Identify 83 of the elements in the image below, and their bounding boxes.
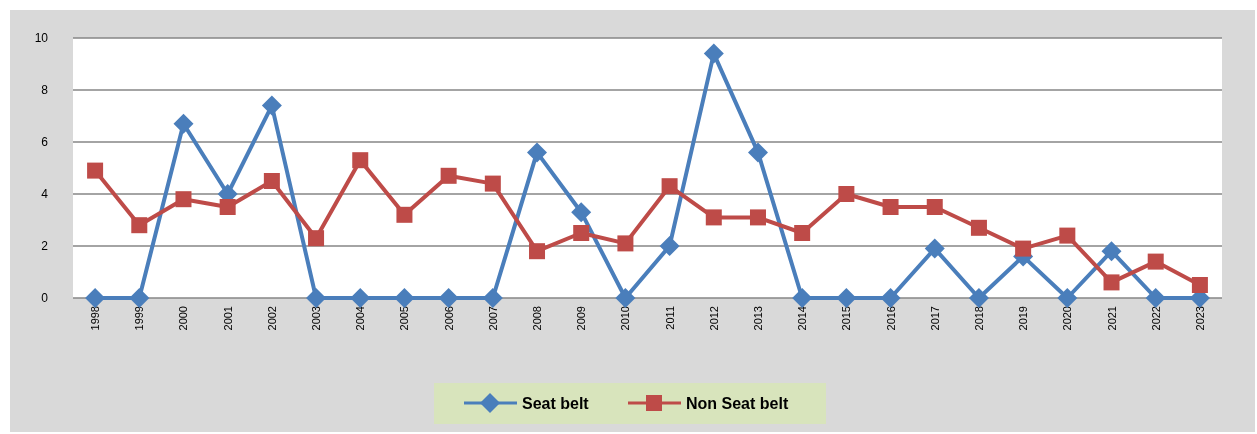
x-tick-label: 2017	[928, 306, 941, 331]
point	[747, 142, 768, 163]
point	[970, 219, 987, 236]
x-tick-label: 2018	[972, 306, 985, 331]
point	[1057, 288, 1078, 308]
x-tick-label: 2010	[619, 306, 632, 331]
point	[175, 191, 192, 208]
point	[749, 209, 766, 226]
y-tick-label: 0	[41, 291, 49, 306]
point	[661, 178, 678, 195]
point	[263, 173, 280, 189]
point	[1147, 253, 1164, 270]
point	[1015, 240, 1032, 257]
point	[1103, 274, 1120, 291]
x-tick-label: 2009	[575, 306, 588, 331]
point	[792, 288, 813, 308]
point	[306, 288, 327, 308]
point	[85, 288, 106, 308]
x-tick-label: 2023	[1193, 306, 1206, 331]
y-tick-label: 2	[41, 239, 49, 254]
x-tick-label: 2016	[884, 306, 897, 331]
y-tick-label: 4	[41, 187, 49, 202]
point	[482, 288, 503, 308]
point	[394, 288, 415, 308]
x-tick-label: 2011	[663, 306, 676, 330]
point	[968, 288, 989, 308]
x-tick-label: 2006	[442, 306, 455, 331]
legend-label: Seat belt	[522, 394, 590, 412]
point	[87, 162, 104, 179]
point	[440, 167, 457, 184]
point	[571, 202, 592, 223]
point	[882, 199, 899, 215]
point	[131, 217, 148, 234]
x-tick-label: 2003	[310, 306, 323, 331]
point	[438, 288, 459, 308]
x-tick-label: 2001	[221, 306, 234, 331]
x-tick-label: 2021	[1105, 306, 1118, 331]
point	[1191, 277, 1208, 293]
point	[703, 43, 724, 64]
y-tick-label: 6	[41, 135, 49, 150]
x-tick-label: 2014	[796, 306, 809, 331]
point	[396, 206, 413, 223]
x-tick-label: 2022	[1149, 306, 1162, 331]
x-tick-label: 2004	[354, 306, 367, 331]
point	[173, 113, 194, 134]
point	[838, 186, 855, 202]
point	[705, 209, 722, 226]
x-tick-label: 2020	[1061, 306, 1074, 331]
x-tick-label: 2000	[177, 306, 190, 331]
point	[573, 225, 590, 241]
point	[350, 288, 371, 308]
point	[529, 243, 546, 260]
point	[880, 288, 901, 308]
x-tick-label: 2015	[840, 306, 853, 331]
y-tick-label: 8	[41, 83, 49, 98]
point	[926, 199, 943, 215]
point	[659, 236, 680, 256]
x-tick-label: 2019	[1017, 306, 1030, 331]
x-tick-label: 2005	[398, 306, 411, 331]
legend-label: Non Seat belt	[686, 394, 789, 412]
point	[129, 288, 150, 308]
point	[352, 152, 369, 169]
x-tick-label: 2007	[486, 306, 499, 331]
x-tick-label: 2008	[531, 306, 544, 331]
x-tick-label: 2002	[265, 306, 278, 331]
x-tick-label: 2012	[707, 306, 720, 331]
point	[219, 199, 236, 215]
point	[924, 238, 945, 259]
x-tick-label: 2013	[751, 306, 764, 331]
point	[617, 235, 634, 252]
point	[261, 95, 282, 116]
y-tick-label: 10	[34, 31, 49, 46]
point	[1101, 241, 1122, 262]
point	[836, 288, 857, 308]
point	[1145, 288, 1166, 308]
point	[484, 175, 501, 192]
point	[794, 225, 811, 241]
x-tick-label: 1999	[133, 306, 146, 331]
point	[308, 230, 325, 247]
x-tick-label: 1998	[89, 306, 102, 331]
point	[527, 142, 548, 163]
point	[615, 288, 636, 308]
point	[1059, 227, 1076, 244]
